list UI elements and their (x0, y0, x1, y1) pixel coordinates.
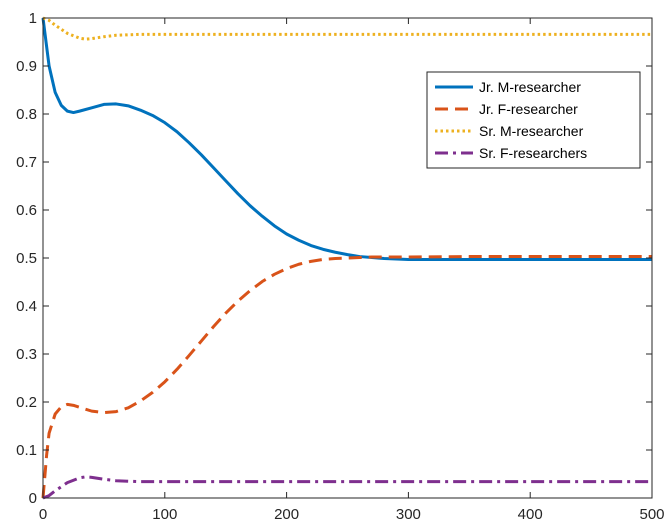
y-tick-label: 0.3 (16, 346, 37, 363)
y-tick-label: 0.4 (16, 298, 37, 315)
legend-label-3: Sr. M-researcher (479, 123, 584, 139)
legend-label-4: Sr. F-researchers (479, 145, 587, 161)
y-tick-label: 0.2 (16, 394, 37, 411)
x-tick-label: 200 (274, 506, 299, 523)
x-tick-label: 100 (152, 506, 177, 523)
y-tick-label: 0.5 (16, 250, 37, 267)
legend-label-1: Jr. M-researcher (479, 79, 581, 95)
x-tick-label: 0 (39, 506, 47, 523)
x-tick-label: 500 (639, 506, 664, 523)
y-tick-label: 0.7 (16, 154, 37, 171)
series-line-3 (42, 16, 652, 41)
y-tick-label: 1 (29, 10, 37, 27)
x-tick-label: 400 (518, 506, 543, 523)
legend-label-2: Jr. F-researcher (479, 101, 578, 117)
series-line-2 (41, 255, 652, 499)
series-line-4 (42, 475, 652, 500)
legend: Jr. M-researcher Jr. F-researcher Sr. M-re… (426, 71, 641, 169)
x-tick-label: 300 (396, 506, 421, 523)
series-line-1 (41, 17, 652, 261)
series-layer (41, 16, 652, 500)
y-tick-label: 0 (29, 490, 37, 507)
y-tick-label: 0.6 (16, 202, 37, 219)
axes-layer: 0 100 200 300 400 500 0 0.1 0.2 0.3 0.4 0.5 0.6 0.7 0.… (16, 10, 664, 523)
y-tick-label: 0.1 (16, 442, 37, 459)
y-tick-label: 0.8 (16, 106, 37, 123)
y-tick-label: 0.9 (16, 58, 37, 75)
